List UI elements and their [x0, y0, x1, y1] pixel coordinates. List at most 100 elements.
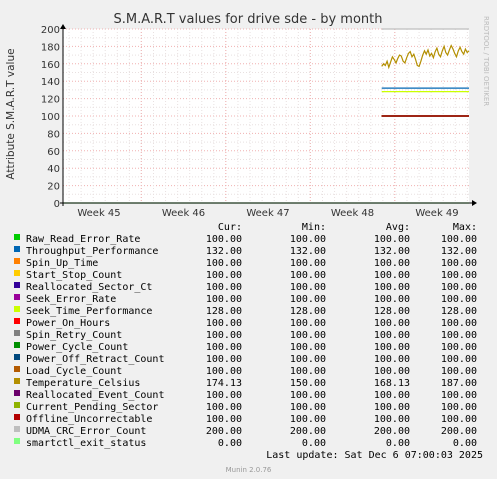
legend-cur: 100.00	[205, 402, 242, 413]
legend-max: 100.00	[440, 354, 477, 365]
legend-swatch	[14, 318, 20, 324]
header-min: Min:	[301, 222, 326, 233]
legend-swatch	[14, 306, 20, 312]
legend-avg: 132.00	[373, 246, 410, 257]
legend-name: Power_On_Hours	[26, 318, 111, 329]
legend-cur: 100.00	[205, 270, 242, 281]
legend-avg: 100.00	[373, 234, 410, 245]
legend-name: UDMA_CRC_Error_Count	[26, 426, 147, 437]
y-tick-label: 80	[47, 129, 60, 140]
legend-min: 100.00	[289, 402, 326, 413]
legend-swatch	[14, 270, 20, 276]
legend-avg: 100.00	[373, 318, 410, 329]
legend-min: 200.00	[289, 426, 326, 437]
legend-swatch	[14, 390, 20, 396]
legend-row: Reallocated_Event_Count 100.00 100.00 100.0…	[12, 390, 477, 402]
legend-row: Spin_Up_Time 100.00 100.00 100.00 100.00	[12, 258, 477, 270]
chart-title: S.M.A.R.T values for drive sde - by mont…	[113, 12, 382, 27]
header-max: Max:	[452, 222, 477, 233]
side-label: RRDTOOL / TOBI OETIKER	[482, 16, 490, 106]
legend-name: Seek_Time_Performance	[26, 306, 153, 317]
legend-row: Load_Cycle_Count 100.00 100.00 100.00 100.00	[12, 366, 477, 378]
legend-avg: 100.00	[373, 294, 410, 305]
legend-max: 100.00	[440, 366, 477, 377]
legend-row: Temperature_Celsius 174.13 150.00 168.13 187…	[12, 378, 477, 390]
legend-row: Start_Stop_Count 100.00 100.00 100.00 100.00	[12, 270, 477, 282]
legend-name: Reallocated_Sector_Ct	[26, 282, 153, 293]
y-tick-label: 20	[47, 182, 60, 193]
legend-max: 100.00	[440, 234, 477, 245]
legend-max: 100.00	[440, 270, 477, 281]
legend-avg: 128.00	[373, 306, 410, 317]
legend-row: Seek_Time_Performance 128.00 128.00 128.00 1…	[12, 306, 477, 318]
y-tick-label: 0	[54, 199, 60, 210]
legend-cur: 100.00	[205, 330, 242, 341]
legend-name: Throughput_Performance	[26, 246, 159, 257]
legend-cur: 100.00	[205, 234, 242, 245]
legend-swatch	[14, 378, 20, 384]
y-axis-label: Attribute S.M.A.R.T value	[5, 48, 17, 179]
legend-name: Temperature_Celsius	[26, 378, 141, 389]
legend-swatch	[14, 414, 20, 420]
legend-row: Offline_Uncorrectable 100.00 100.00 100.00 1…	[12, 414, 477, 426]
legend-swatch	[14, 354, 20, 360]
y-axis-arrow	[60, 24, 66, 29]
last-update: Last update: Sat Dec 6 07:00:03 2025	[266, 450, 483, 461]
legend-swatch	[14, 366, 20, 372]
legend-swatch	[14, 330, 20, 336]
x-tick-label: Week 46	[162, 208, 205, 218]
header-avg: Avg:	[385, 222, 410, 233]
legend-min: 100.00	[289, 342, 326, 353]
legend-min: 100.00	[289, 330, 326, 341]
legend-avg: 168.13	[373, 378, 410, 389]
legend-min: 100.00	[289, 366, 326, 377]
legend-swatch	[14, 234, 20, 240]
legend-min: 100.00	[289, 390, 326, 401]
legend-rows: Raw_Read_Error_Rate 100.00 100.00 100.00 100…	[12, 234, 477, 450]
legend-min: 150.00	[289, 378, 326, 389]
legend-avg: 100.00	[373, 366, 410, 377]
legend-cur: 174.13	[205, 378, 242, 389]
legend-cur: 132.00	[205, 246, 242, 257]
legend-max: 128.00	[440, 306, 477, 317]
legend-max: 100.00	[440, 330, 477, 341]
legend-name: smartctl_exit_status	[26, 438, 147, 449]
legend-avg: 100.00	[373, 282, 410, 293]
smart-chart: S.M.A.R.T values for drive sde - by mont…	[5, 12, 490, 218]
legend-min: 100.00	[289, 354, 326, 365]
legend-swatch	[14, 258, 20, 264]
legend-row: UDMA_CRC_Error_Count 200.00 200.00 200.00 20…	[12, 426, 477, 438]
x-tick-labels: Week 45 Week 46 Week 47 Week 48 Week 49	[77, 208, 458, 218]
legend-min: 132.00	[289, 246, 326, 257]
munin-version: Munin 2.0.76	[225, 466, 272, 474]
legend-row: Seek_Error_Rate 100.00 100.00 100.00 100.00	[12, 294, 477, 306]
x-tick-label: Week 47	[246, 208, 289, 218]
legend-cur: 100.00	[205, 294, 242, 305]
legend-max: 100.00	[440, 282, 477, 293]
legend-min: 100.00	[289, 282, 326, 293]
legend-row: Power_Cycle_Count 100.00 100.00 100.00 100.0…	[12, 342, 477, 354]
legend-header: Cur: Min: Avg: Max:	[12, 222, 477, 234]
legend-avg: 100.00	[373, 330, 410, 341]
legend-min: 100.00	[289, 234, 326, 245]
legend-min: 100.00	[289, 294, 326, 305]
y-tick-labels: 0 20 40 60 80 100 120 140 160 180 200	[41, 25, 60, 210]
legend-row: Raw_Read_Error_Rate 100.00 100.00 100.00 100…	[12, 234, 477, 246]
y-tick-label: 200	[41, 25, 60, 36]
legend-swatch	[14, 438, 20, 444]
legend-max: 132.00	[440, 246, 477, 257]
legend-row: smartctl_exit_status 0.00 0.00 0.00 0.00	[12, 438, 477, 450]
legend-name: Load_Cycle_Count	[26, 366, 123, 377]
legend-avg: 200.00	[373, 426, 410, 437]
legend-swatch	[14, 426, 20, 432]
legend-max: 0.00	[452, 438, 477, 449]
legend-cur: 200.00	[205, 426, 242, 437]
x-tick-label: Week 48	[331, 208, 374, 218]
legend-name: Start_Stop_Count	[26, 270, 123, 281]
header-cur: Cur:	[217, 222, 242, 233]
legend-avg: 0.00	[385, 438, 410, 449]
legend-row: Power_On_Hours 100.00 100.00 100.00 100.00	[12, 318, 477, 330]
legend-swatch	[14, 246, 20, 252]
legend-cur: 100.00	[205, 414, 242, 425]
legend-cur: 128.00	[205, 306, 242, 317]
